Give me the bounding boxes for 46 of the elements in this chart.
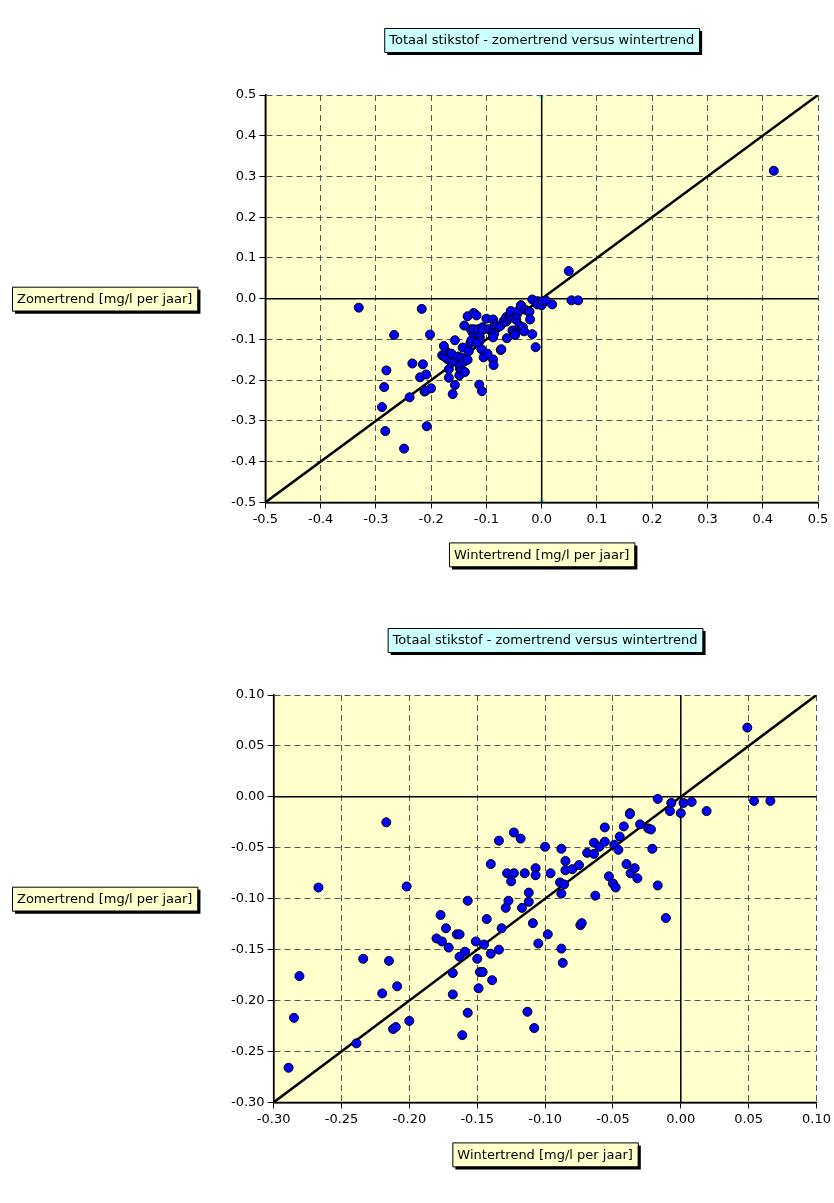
x-tick-label: 0.0 — [531, 510, 553, 526]
x-tick-label: 0.2 — [641, 510, 663, 526]
y-axis-title: Zomertrend [mg/l per jaar] — [17, 891, 193, 907]
y-tick-label: -0.30 — [231, 1093, 265, 1109]
x-tick-label: -0.15 — [460, 1110, 495, 1126]
x-axis-title: Wintertrend [mg/l per jaar] — [453, 546, 630, 562]
y-tick-label: 0.10 — [235, 686, 265, 702]
y-tick-label: -0.15 — [231, 941, 265, 956]
x-tick-label: -0.2 — [418, 510, 444, 526]
y-tick-label: 0.4 — [235, 127, 257, 143]
x-axis-title: Wintertrend [mg/l per jaar] — [457, 1146, 633, 1162]
x-tick-label: -0.20 — [392, 1110, 427, 1126]
y-tick-label: -0.4 — [230, 453, 257, 469]
y-tick-label: -0.5 — [230, 493, 257, 509]
chart-title: Totaal stikstof - zomertrend versus wintertrend — [391, 632, 698, 648]
y-tick-label: 0.1 — [235, 249, 257, 265]
x-tick-label: 0.10 — [802, 1110, 831, 1126]
chart-title: Totaal stikstof - zomertrend versus wintertrend — [388, 32, 695, 48]
x-tick-label: 0.3 — [697, 510, 718, 526]
y-tick-label: -0.05 — [231, 839, 265, 855]
y-tick-label: 0.2 — [235, 208, 257, 224]
y-axis-title: Zomertrend [mg/l per jaar] — [17, 291, 193, 307]
y-tick-label: -0.1 — [230, 330, 257, 346]
x-tick-label: 0.1 — [586, 510, 608, 526]
x-tick-label: -0.05 — [596, 1110, 630, 1126]
y-tick-label: 0.00 — [235, 788, 265, 804]
y-tick-label: 0.0 — [235, 290, 257, 306]
y-tick-label: -0.2 — [230, 371, 257, 387]
x-tick-label: -0.10 — [528, 1110, 562, 1126]
x-tick-label: 0.00 — [666, 1110, 696, 1126]
x-tick-label: 0.05 — [734, 1110, 764, 1126]
y-tick-label: 0.3 — [235, 167, 257, 183]
x-tick-label: -0.25 — [324, 1110, 359, 1126]
x-tick-label: -0.4 — [307, 510, 334, 526]
x-tick-label: -0.5 — [252, 510, 279, 526]
y-tick-label: 0.05 — [235, 737, 265, 753]
y-tick-label: 0.5 — [235, 86, 257, 102]
x-tick-label: 0.4 — [752, 510, 774, 526]
y-tick-label: -0.25 — [231, 1042, 265, 1058]
x-tick-label: -0.1 — [473, 510, 500, 526]
y-tick-label: -0.3 — [230, 412, 257, 428]
x-tick-label: 0.5 — [807, 510, 829, 526]
y-tick-label: -0.10 — [231, 890, 265, 906]
x-tick-label: -0.30 — [256, 1110, 291, 1126]
y-tick-label: -0.20 — [231, 991, 265, 1007]
x-tick-label: -0.3 — [363, 510, 389, 526]
